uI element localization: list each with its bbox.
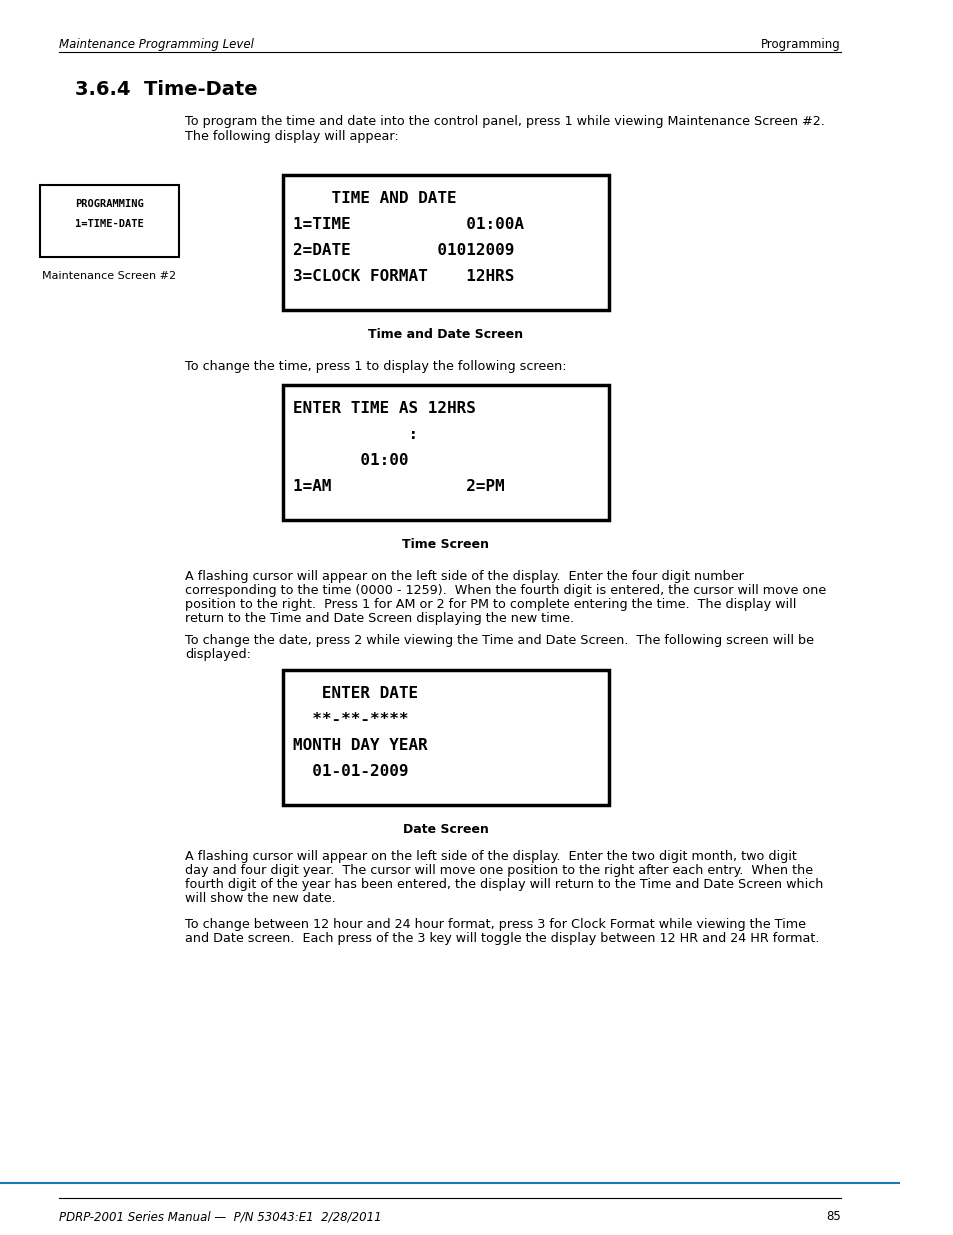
Text: To change the date, press 2 while viewing the Time and Date Screen.  The followi: To change the date, press 2 while viewin… <box>185 634 813 647</box>
Text: will show the new date.: will show the new date. <box>185 892 335 905</box>
Text: day and four digit year.  The cursor will move one position to the right after e: day and four digit year. The cursor will… <box>185 864 812 877</box>
Text: The following display will appear:: The following display will appear: <box>185 130 398 143</box>
Text: 01:00: 01:00 <box>293 453 408 468</box>
Text: 3.6.4  Time-Date: 3.6.4 Time-Date <box>75 80 258 99</box>
Text: :: : <box>293 427 417 442</box>
FancyBboxPatch shape <box>40 185 179 257</box>
Text: Maintenance Programming Level: Maintenance Programming Level <box>59 38 254 51</box>
Text: MONTH DAY YEAR: MONTH DAY YEAR <box>293 739 427 753</box>
Text: 1=TIME            01:00A: 1=TIME 01:00A <box>293 217 523 232</box>
Text: 85: 85 <box>825 1210 840 1223</box>
Text: To program the time and date into the control panel, press 1 while viewing Maint: To program the time and date into the co… <box>185 115 824 128</box>
Text: Maintenance Screen #2: Maintenance Screen #2 <box>42 270 176 282</box>
Text: 1=TIME-DATE: 1=TIME-DATE <box>75 219 144 228</box>
Text: 2=DATE         01012009: 2=DATE 01012009 <box>293 243 514 258</box>
Text: 01-01-2009: 01-01-2009 <box>293 764 408 779</box>
FancyBboxPatch shape <box>283 385 608 520</box>
Text: Time and Date Screen: Time and Date Screen <box>368 329 523 341</box>
Text: To change between 12 hour and 24 hour format, press 3 for Clock Format while vie: To change between 12 hour and 24 hour fo… <box>185 918 805 931</box>
Text: Time Screen: Time Screen <box>402 538 489 551</box>
FancyBboxPatch shape <box>283 671 608 805</box>
Text: A flashing cursor will appear on the left side of the display.  Enter the four d: A flashing cursor will appear on the lef… <box>185 571 743 583</box>
Text: PROGRAMMING: PROGRAMMING <box>75 199 144 209</box>
Text: **-**-****: **-**-**** <box>293 713 408 727</box>
Text: fourth digit of the year has been entered, the display will return to the Time a: fourth digit of the year has been entere… <box>185 878 822 890</box>
Text: ENTER DATE: ENTER DATE <box>293 685 417 701</box>
Text: corresponding to the time (0000 - 1259).  When the fourth digit is entered, the : corresponding to the time (0000 - 1259).… <box>185 584 825 597</box>
FancyBboxPatch shape <box>283 175 608 310</box>
Text: A flashing cursor will appear on the left side of the display.  Enter the two di: A flashing cursor will appear on the lef… <box>185 850 796 863</box>
Text: To change the time, press 1 to display the following screen:: To change the time, press 1 to display t… <box>185 359 566 373</box>
Text: 3=CLOCK FORMAT    12HRS: 3=CLOCK FORMAT 12HRS <box>293 269 514 284</box>
Text: TIME AND DATE: TIME AND DATE <box>293 191 456 206</box>
Text: position to the right.  Press 1 for AM or 2 for PM to complete entering the time: position to the right. Press 1 for AM or… <box>185 598 796 611</box>
Text: 1=AM              2=PM: 1=AM 2=PM <box>293 479 504 494</box>
Text: Programming: Programming <box>760 38 840 51</box>
Text: return to the Time and Date Screen displaying the new time.: return to the Time and Date Screen displ… <box>185 613 574 625</box>
Text: PDRP-2001 Series Manual —  P/N 53043:E1  2/28/2011: PDRP-2001 Series Manual — P/N 53043:E1 2… <box>59 1210 381 1223</box>
Text: ENTER TIME AS 12HRS: ENTER TIME AS 12HRS <box>293 401 475 416</box>
Text: displayed:: displayed: <box>185 648 251 661</box>
Text: Date Screen: Date Screen <box>402 823 488 836</box>
Text: and Date screen.  Each press of the 3 key will toggle the display between 12 HR : and Date screen. Each press of the 3 key… <box>185 932 819 945</box>
